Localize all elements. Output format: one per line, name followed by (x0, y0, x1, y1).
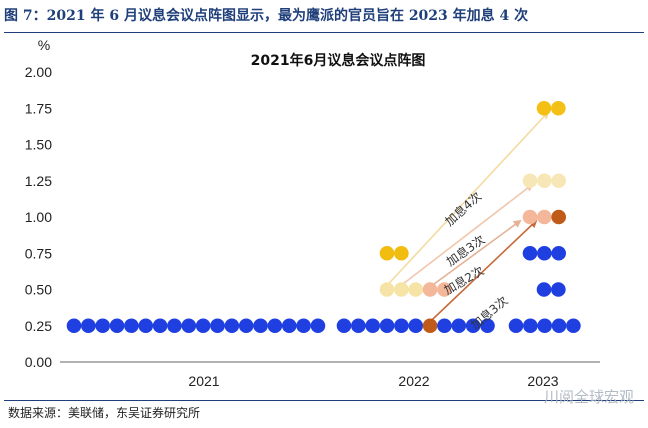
dot-point (522, 173, 538, 189)
dot-point (124, 318, 139, 334)
dot-point (566, 318, 581, 334)
dot-point (138, 318, 154, 334)
y-tick-label: 0.75 (25, 245, 52, 261)
y-tick-label: 1.50 (25, 137, 52, 153)
dot-point (253, 318, 268, 334)
dot-series (66, 100, 581, 334)
y-tick-label: 2.00 (25, 64, 52, 80)
watermark: 川阅全球宏观 (543, 388, 634, 406)
dot-point (536, 100, 552, 116)
rate-hike-arrows (386, 110, 550, 323)
dot-point (351, 318, 366, 334)
dot-point (551, 245, 566, 261)
dot-point (66, 318, 82, 334)
dot-point (379, 282, 395, 297)
x-axis: 2021 2022 2023 (60, 361, 600, 389)
dot-point (336, 318, 352, 334)
dot-point (81, 318, 96, 334)
dot-point (379, 245, 395, 261)
dot-point (551, 100, 566, 116)
caption-divider (4, 32, 644, 33)
dot-point (167, 318, 182, 334)
dot-point (408, 282, 424, 297)
dot-point (408, 318, 424, 334)
dot-point (551, 282, 566, 297)
x-tick-label: 2021 (188, 373, 219, 389)
dot-point (394, 318, 409, 334)
dot-point (523, 318, 538, 334)
dot-point (522, 245, 538, 261)
dot-point (95, 318, 110, 334)
x-tick-label: 2023 (527, 373, 558, 389)
dot-point (422, 318, 438, 334)
dot-point (536, 282, 552, 297)
y-tick-label: 1.25 (25, 173, 52, 189)
dot-point (109, 318, 125, 334)
x-tick-label: 2022 (398, 373, 429, 389)
hike-arrow (429, 219, 538, 323)
dot-point (451, 318, 467, 334)
dot-point (551, 173, 566, 189)
dot-point (394, 282, 409, 297)
dot-point (551, 209, 566, 225)
hike-arrow (400, 183, 534, 287)
dot-point (310, 318, 326, 334)
source-note: 数据来源：美联储，东吴证券研究所 (8, 406, 201, 420)
y-tick-label: 0.50 (25, 282, 52, 298)
y-tick-label: 1.75 (25, 100, 52, 116)
dot-plot-chart: 2021年6月议息会议点阵图 % 0.00 0.25 0.50 0.75 1.00 1.25… (25, 37, 600, 389)
dot-point (224, 318, 240, 334)
y-axis: % 0.00 0.25 0.50 0.75 1.00 1.25 1.50 1.75 2.00 (25, 37, 52, 370)
dot-point (537, 245, 552, 261)
dot-point (296, 318, 311, 334)
dot-point (210, 318, 225, 334)
dot-point (238, 318, 254, 334)
dot-point (537, 318, 552, 334)
dot-point (281, 318, 297, 334)
dot-point (365, 318, 381, 334)
dot-point (508, 318, 524, 334)
y-tick-label: 0.25 (25, 318, 52, 334)
dot-point (465, 318, 481, 334)
dot-point (195, 318, 211, 334)
y-tick-label: 0.00 (25, 354, 52, 370)
hike-annotation: 加息2次 (441, 263, 486, 298)
dot-point (437, 318, 452, 334)
hike-arrow (431, 219, 522, 287)
dot-point (181, 318, 197, 334)
dot-point (537, 209, 552, 225)
dot-point (152, 318, 168, 334)
source-divider (4, 400, 644, 401)
dot-point (522, 209, 538, 225)
dot-point (551, 318, 567, 334)
dot-point (437, 282, 452, 297)
dot-point (267, 318, 283, 334)
y-axis-unit: % (38, 37, 50, 53)
dot-point (537, 173, 552, 189)
chart-title: 2021年6月议息会议点阵图 (251, 52, 426, 69)
hike-arrow (386, 110, 550, 287)
hike-annotation: 加息4次 (442, 188, 484, 228)
dot-point (394, 245, 409, 261)
dot-point (379, 318, 395, 334)
dot-point (480, 318, 495, 334)
dot-point (422, 282, 438, 297)
figure-caption: 图 7：2021 年 6 月议息会议点阵图显示，最为鹰派的官员旨在 2023 年… (4, 8, 529, 24)
y-tick-label: 1.00 (25, 209, 52, 225)
